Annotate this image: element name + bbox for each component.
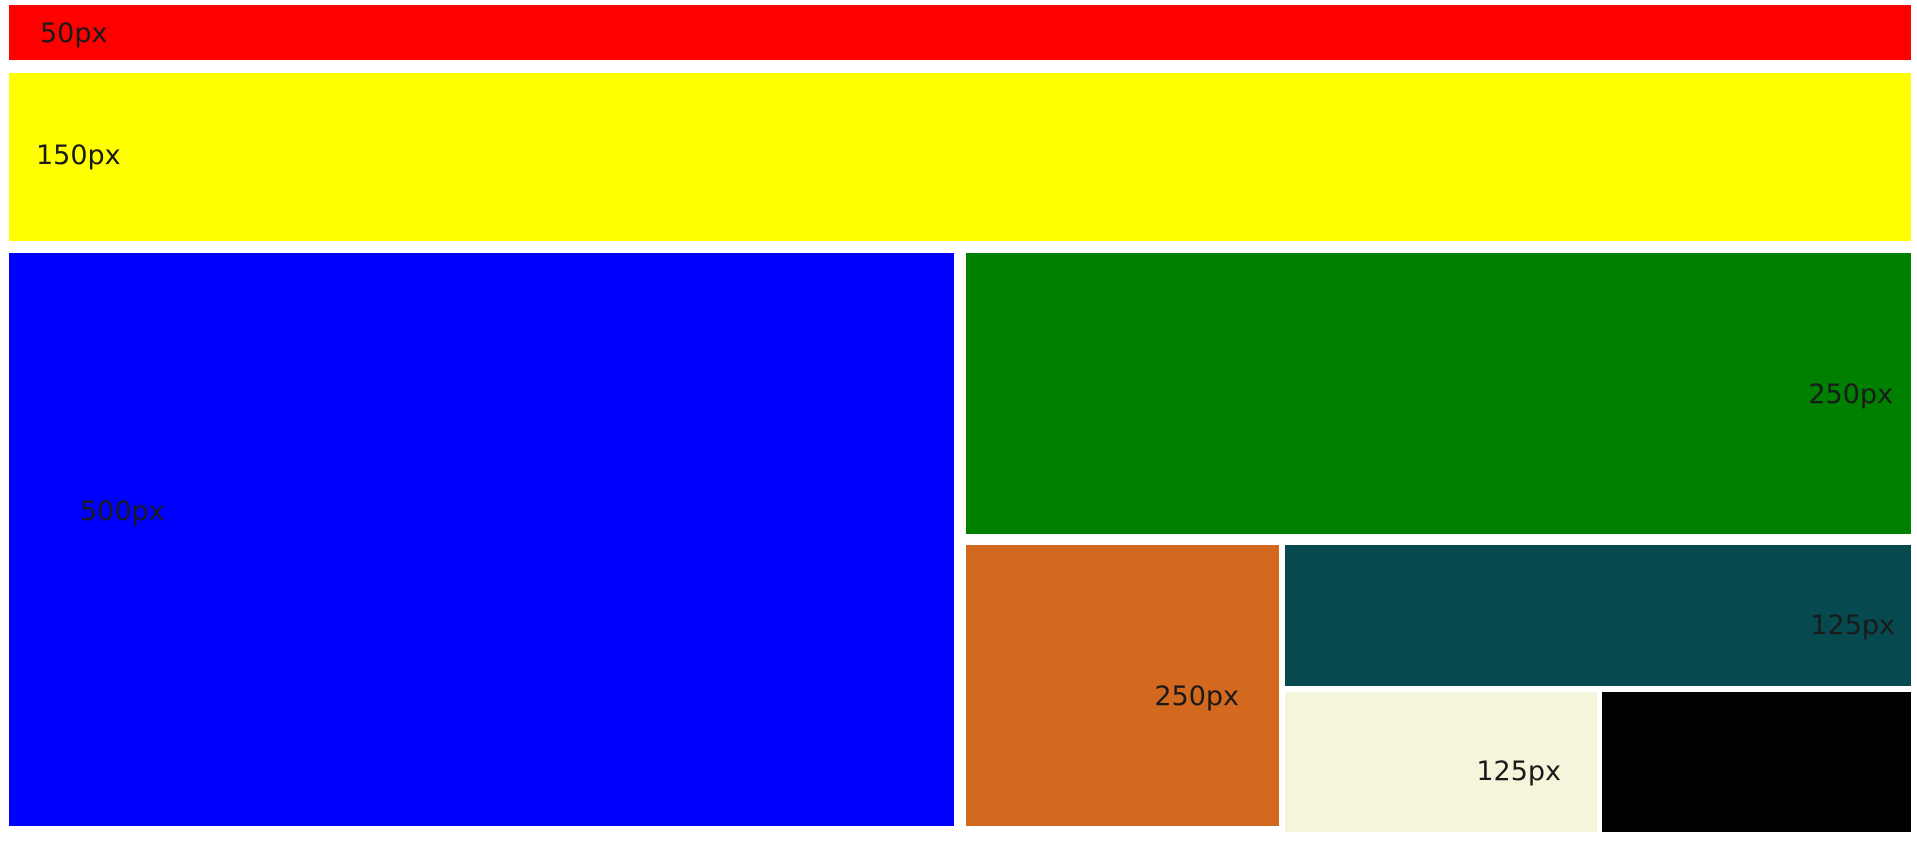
orange-box: 250px	[966, 545, 1279, 826]
green-box: 250px	[966, 253, 1911, 534]
orange-box-label: 250px	[1154, 681, 1239, 712]
black-box	[1602, 692, 1911, 832]
blue-box-label: 500px	[80, 496, 165, 527]
yellow-box: 150px	[9, 73, 1911, 241]
green-box-label: 250px	[1808, 379, 1893, 410]
beige-box-label: 125px	[1476, 756, 1561, 787]
red-box: 50px	[9, 5, 1911, 60]
teal-box-label: 125px	[1810, 610, 1895, 641]
yellow-box-label: 150px	[36, 140, 121, 171]
red-box-label: 50px	[40, 18, 108, 49]
teal-box: 125px	[1285, 545, 1911, 686]
beige-box: 125px	[1285, 692, 1597, 832]
blue-box: 500px	[9, 253, 954, 826]
